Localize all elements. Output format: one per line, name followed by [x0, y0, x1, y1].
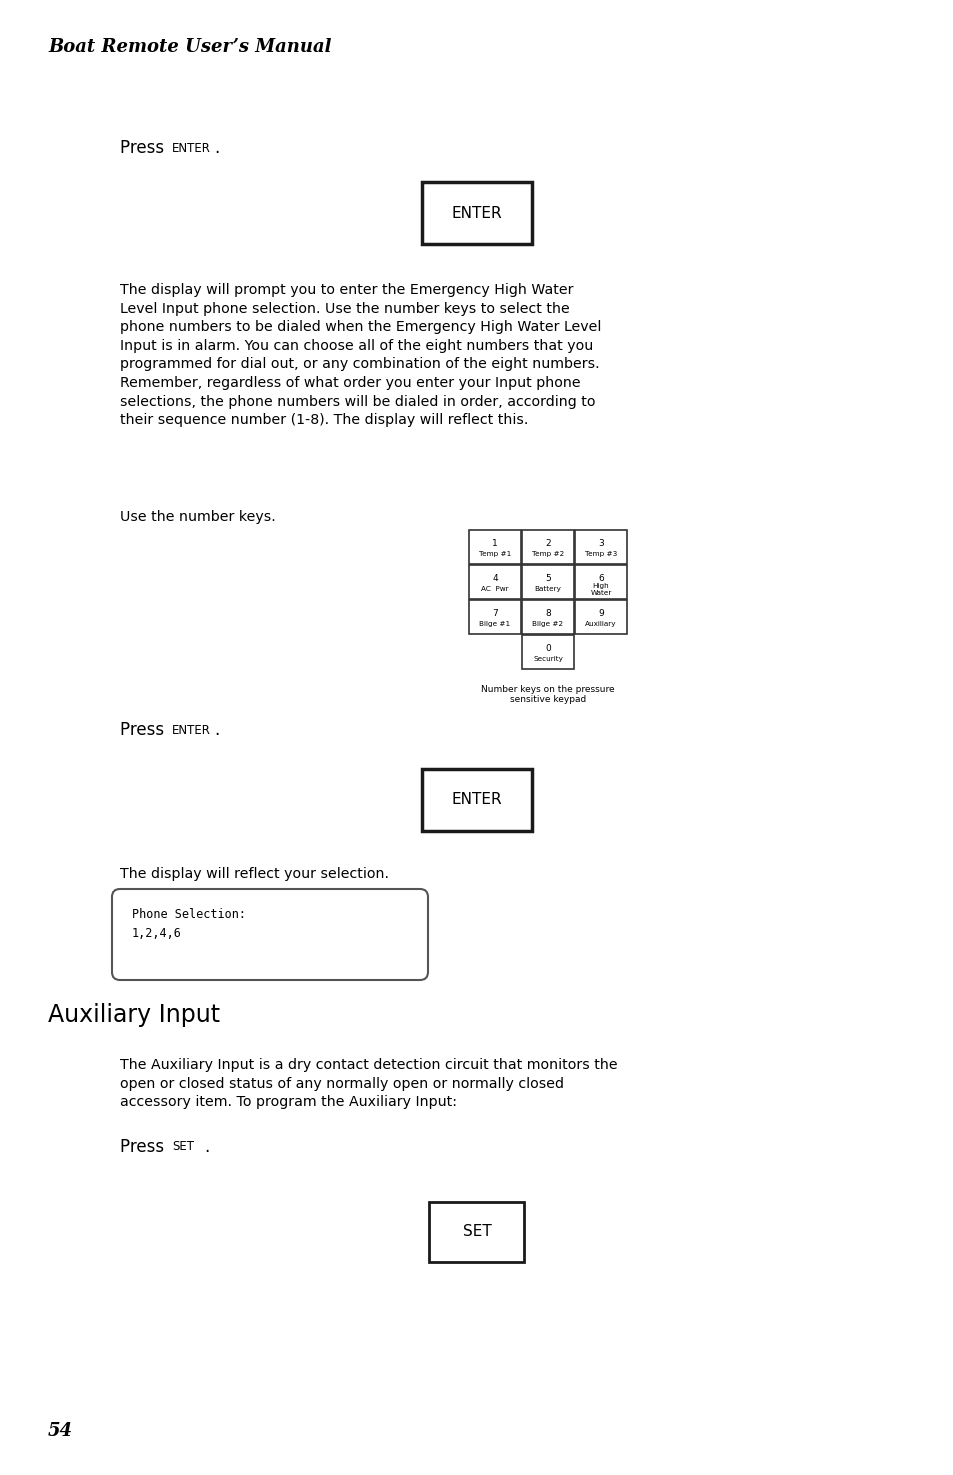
Text: The Auxiliary Input is a dry contact detection circuit that monitors the
open or: The Auxiliary Input is a dry contact det…	[120, 1058, 617, 1109]
Text: SET: SET	[462, 1224, 491, 1239]
Bar	[469, 530, 520, 563]
Bar	[575, 530, 626, 563]
Text: 0: 0	[544, 645, 550, 653]
Bar	[421, 181, 532, 243]
Bar	[521, 636, 574, 670]
Text: .: .	[204, 1139, 209, 1156]
Text: 9: 9	[598, 609, 603, 618]
Text: Temp #2: Temp #2	[532, 552, 563, 558]
Text: ENTER: ENTER	[451, 205, 502, 220]
Text: ENTER: ENTER	[451, 792, 502, 807]
Text: 6: 6	[598, 574, 603, 583]
Text: Use the number keys.: Use the number keys.	[120, 510, 275, 524]
Text: Temp #1: Temp #1	[478, 552, 511, 558]
Text: 1: 1	[492, 538, 497, 549]
Text: Bilge #1: Bilge #1	[479, 621, 510, 627]
Bar	[521, 565, 574, 599]
Text: Auxiliary: Auxiliary	[584, 621, 616, 627]
Bar	[575, 600, 626, 634]
Text: 8: 8	[544, 609, 550, 618]
Text: .: .	[213, 721, 219, 739]
Text: .: .	[213, 139, 219, 156]
Text: Press: Press	[120, 721, 170, 739]
Bar	[521, 530, 574, 563]
Text: Press: Press	[120, 1139, 170, 1156]
Bar	[575, 565, 626, 599]
FancyBboxPatch shape	[112, 889, 428, 979]
Text: AC  Pwr: AC Pwr	[480, 587, 508, 593]
Text: 7: 7	[492, 609, 497, 618]
Text: The display will prompt you to enter the Emergency High Water
Level Input phone : The display will prompt you to enter the…	[120, 283, 600, 428]
Text: Boat Remote User’s Manual: Boat Remote User’s Manual	[48, 38, 331, 56]
Bar	[469, 565, 520, 599]
Text: Number keys on the pressure
sensitive keypad: Number keys on the pressure sensitive ke…	[480, 684, 614, 705]
Text: Temp #3: Temp #3	[584, 552, 617, 558]
Bar	[521, 600, 574, 634]
Text: 54: 54	[48, 1422, 73, 1440]
Text: Battery: Battery	[534, 587, 561, 593]
Text: Bilge #2: Bilge #2	[532, 621, 563, 627]
Text: The display will reflect your selection.: The display will reflect your selection.	[120, 867, 389, 881]
Text: 5: 5	[544, 574, 550, 583]
Bar	[421, 768, 532, 830]
Text: Security: Security	[533, 656, 562, 662]
Text: Auxiliary Input: Auxiliary Input	[48, 1003, 220, 1027]
Text: Phone Selection:
1,2,4,6: Phone Selection: 1,2,4,6	[132, 909, 246, 940]
Bar	[429, 1202, 524, 1263]
Text: High
Water: High Water	[590, 583, 611, 596]
Text: 3: 3	[598, 538, 603, 549]
Text: SET: SET	[172, 1140, 193, 1153]
Text: Press: Press	[120, 139, 170, 156]
Text: 2: 2	[544, 538, 550, 549]
Bar	[469, 600, 520, 634]
Text: ENTER: ENTER	[172, 142, 211, 155]
Text: 4: 4	[492, 574, 497, 583]
Text: ENTER: ENTER	[172, 724, 211, 736]
